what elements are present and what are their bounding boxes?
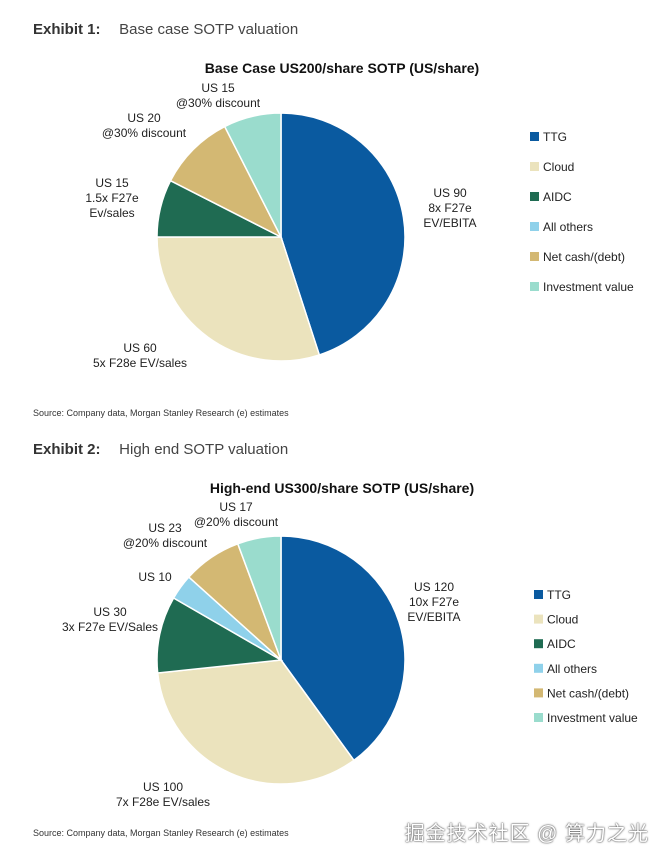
slice-label: @20% discount [123, 536, 208, 550]
slice-label: US 30 [93, 605, 127, 619]
exhibit-2-header: Exhibit 2: High end SOTP valuation [33, 441, 288, 458]
legend-item-label: Cloud [543, 160, 574, 174]
exhibit-2-title: High end SOTP valuation [119, 441, 289, 458]
slice-label: US 23 [148, 521, 182, 535]
slice-label: @30% discount [102, 126, 187, 140]
pie-slice-investment-value [236, 535, 282, 661]
pie-slice-ttg [280, 535, 406, 762]
exhibit-2-source: Source: Company data, Morgan Stanley Res… [33, 828, 289, 838]
slice-label: US 100 [143, 780, 183, 794]
legend-item-label: AIDC [543, 190, 572, 204]
watermark: 掘金技术社区 @ 算力之光 [404, 823, 649, 845]
legend-swatch [534, 663, 543, 673]
slice-label: 8x F27e [428, 201, 472, 215]
pie-slice-investment-value [223, 112, 282, 238]
legend-swatch [530, 192, 539, 201]
slice-label: @20% discount [194, 515, 279, 529]
exhibit-1-source: Source: Company data, Morgan Stanley Res… [33, 408, 289, 418]
pie-chart-base-case: Base Case US200/share SOTP (US/share) US … [85, 60, 634, 370]
exhibit-1-number: Exhibit 1: [33, 21, 101, 38]
legend-item-label: All others [543, 220, 593, 234]
slice-label: US 15 [201, 81, 235, 95]
legend-swatch [530, 162, 539, 171]
slice-label: EV/EBITA [423, 216, 476, 230]
legend-item-label: AIDC [547, 637, 576, 651]
slice-label: Ev/sales [89, 206, 134, 220]
chart-title: Base Case US200/share SOTP (US/share) [205, 60, 479, 76]
legend-item-label: Net cash/(debt) [547, 686, 629, 700]
slice-label: 1.5x F27e [85, 191, 139, 205]
legend-swatch [534, 639, 543, 649]
legend-swatch [530, 222, 539, 231]
slice-label: US 17 [219, 500, 253, 514]
legend-item-label: Cloud [547, 613, 578, 627]
legend-swatch [534, 713, 543, 722]
legend-swatch [530, 252, 539, 261]
exhibit-1-header: Exhibit 1: Base case SOTP valuation [33, 21, 298, 38]
legend-item-label: Investment value [547, 711, 638, 725]
slice-label: @30% discount [176, 96, 261, 110]
legend-swatch [534, 614, 543, 624]
legend-swatch [530, 132, 539, 141]
slice-label: US 60 [123, 341, 157, 355]
slice-label: US 120 [414, 580, 454, 594]
pie-slice-cloud [156, 659, 355, 785]
legend-item-label: TTG [543, 130, 567, 144]
legend-swatch [534, 590, 543, 599]
slice-label: 3x F27e EV/Sales [62, 620, 158, 634]
pie-slice-net-cash-debt- [169, 125, 283, 239]
pie-slice-aidc [156, 596, 284, 674]
slice-label: US 90 [433, 186, 467, 200]
slice-label: 5x F28e EV/sales [93, 356, 187, 370]
legend-item-label: Investment value [543, 280, 634, 294]
slice-label: 10x F27e [409, 595, 459, 609]
exhibit-1-title: Base case SOTP valuation [119, 21, 299, 38]
legend-swatch [534, 688, 543, 698]
slice-label: US 20 [127, 111, 161, 125]
chart-title: High-end US300/share SOTP (US/share) [210, 480, 474, 496]
legend-item-label: Net cash/(debt) [543, 250, 625, 264]
pie-chart-high-end: High-end US300/share SOTP (US/share) US 1… [62, 480, 638, 809]
slice-label: 7x F28e EV/sales [116, 795, 210, 809]
slice-label: US 15 [95, 176, 129, 190]
exhibit-2-number: Exhibit 2: [33, 441, 101, 458]
pie-slice-ttg [280, 112, 406, 356]
legend-swatch [530, 282, 539, 291]
legend-item-label: TTG [547, 588, 571, 602]
legend-item-label: All others [547, 662, 597, 676]
slice-label: EV/EBITA [407, 610, 460, 624]
pie-slice-cloud [156, 236, 321, 362]
slice-label: US 10 [138, 570, 172, 584]
